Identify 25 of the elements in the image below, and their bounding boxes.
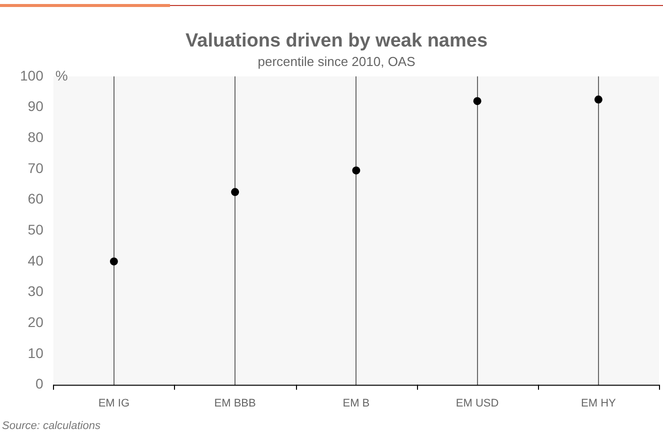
y-tick-label: 50 (28, 221, 44, 238)
chart-subtitle: percentile since 2010, OAS (258, 54, 416, 70)
x-tick-label: EM USD (456, 397, 499, 410)
x-tick-label: EM IG (98, 397, 130, 410)
x-tick-label: EM BBB (214, 397, 256, 410)
point (231, 188, 240, 196)
chart-title: Valuations driven by weak names (185, 30, 488, 52)
y-tick-label: 30 (28, 283, 44, 300)
y-tick-label: 20 (28, 314, 44, 330)
y-tick-label: 90 (28, 98, 44, 114)
source-note: Source: calculations (2, 420, 100, 432)
y-tick-label: 60 (28, 190, 44, 207)
point (594, 96, 602, 104)
point (352, 166, 360, 174)
x-tick-label: EM HY (581, 397, 617, 410)
y-tick-label: 40 (28, 252, 44, 268)
y-tick-label: 70 (28, 160, 44, 176)
y-tick-label: 100 (20, 67, 44, 84)
y-tick-label: 0 (36, 376, 44, 392)
y-axis-title: % (55, 67, 68, 84)
y-tick-label: 10 (28, 344, 44, 361)
point (473, 97, 482, 106)
y-tick-label: 80 (28, 128, 44, 145)
x-tick-label: EM B (342, 397, 370, 410)
point (110, 257, 118, 266)
